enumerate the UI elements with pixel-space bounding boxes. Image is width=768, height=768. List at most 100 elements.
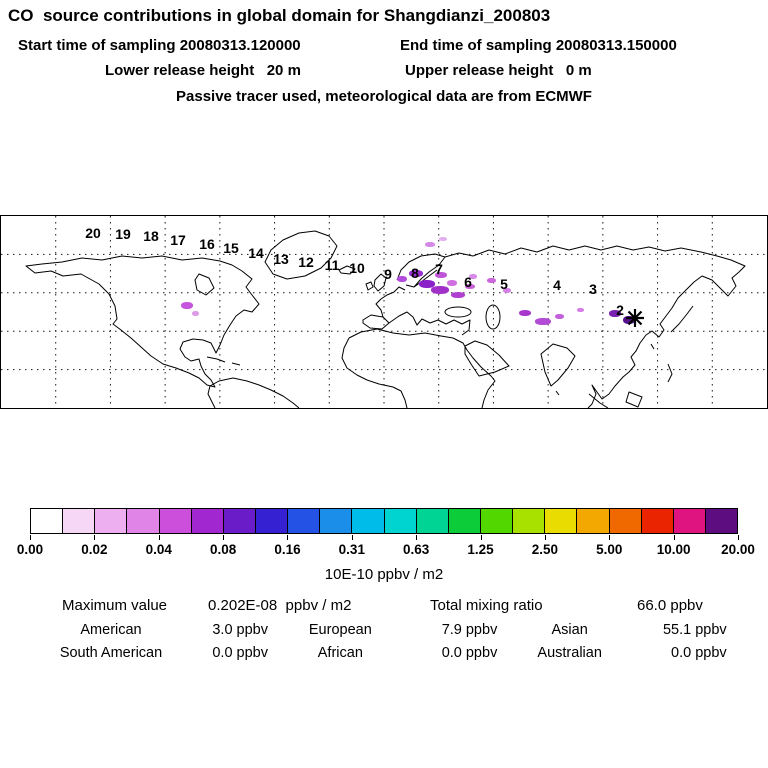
contribution-patch — [435, 272, 447, 278]
contribution-patch — [439, 237, 447, 241]
trajectory-day-label: 20 — [85, 225, 101, 241]
upper-release-text: Upper release height 0 m — [405, 62, 592, 79]
colorbar-segment — [609, 509, 642, 533]
colorbar-tick — [30, 535, 31, 540]
colorbar-tick — [223, 535, 225, 540]
max-value-number: 0.202E-08 ppbv / m2 — [208, 597, 352, 614]
contribution-patch — [431, 286, 449, 294]
trajectory-day-label: 7 — [435, 261, 443, 277]
region-label: European — [308, 622, 372, 638]
region-stat-australian: Australian 0.0 ppbv — [499, 645, 728, 661]
region-value: 7.9 ppbv — [441, 622, 498, 638]
region-label: American — [80, 622, 142, 638]
contribution-patch — [623, 316, 635, 324]
colorbar-tick-label: 1.25 — [467, 542, 494, 557]
colorbar-tick-label: 0.02 — [81, 542, 108, 557]
figure-title: CO source contributions in global domain… — [8, 6, 551, 25]
tracer-info-text: Passive tracer used, meteorological data… — [176, 88, 592, 105]
trajectory-day-label: 10 — [349, 260, 365, 276]
colorbar-tick-label: 20.00 — [721, 542, 755, 557]
region-stat-european: European 7.9 ppbv — [269, 622, 498, 638]
trajectory-day-label: 5 — [500, 276, 508, 292]
region-label: African — [317, 645, 363, 661]
contribution-patch — [503, 288, 511, 293]
contribution-patch — [609, 310, 621, 317]
colorbar-tick-label: 0.04 — [145, 542, 172, 557]
contribution-patch — [535, 318, 551, 325]
region-value: 0.0 ppbv — [671, 645, 727, 661]
colorbar-tick-label: 0.63 — [403, 542, 430, 557]
colorbar-tick — [158, 535, 160, 540]
coastlines — [25, 230, 746, 408]
colorbar-tick-label: 0.31 — [338, 542, 365, 557]
region-stat-asian: Asian 55.1 ppbv — [499, 622, 728, 638]
summary-stats-row: Maximum value 0.202E-08 ppbv / m2 Total … — [0, 597, 768, 617]
colorbar: 0.00 0.02 0.04 0.08 0.16 0.31 0.63 1.25 2.50 5.00… — [17, 508, 755, 564]
contribution-patch — [409, 270, 423, 277]
total-mixing-ratio-label: Total mixing ratio — [430, 597, 543, 614]
trajectory-day-label: 4 — [553, 277, 561, 293]
region-contributions: American 3.0 ppbv European 7.9 ppbv Asia… — [40, 622, 728, 661]
contribution-patch — [419, 280, 435, 288]
colorbar-tick — [609, 535, 611, 540]
colorbar-segments — [30, 508, 738, 534]
colorbar-segment — [416, 509, 449, 533]
region-label: Australian — [537, 645, 602, 661]
lower-release-text: Lower release height 20 m — [105, 62, 301, 79]
colorbar-tick — [480, 535, 482, 540]
colorbar-tick-label: 0.00 — [16, 542, 44, 557]
colorbar-segment — [288, 509, 321, 533]
colorbar-tick — [738, 535, 739, 540]
colorbar-segment — [545, 509, 578, 533]
colorbar-tick-label: 0.16 — [274, 542, 301, 557]
colorbar-tick-label: 10.00 — [656, 542, 691, 557]
region-stat-american: American 3.0 ppbv — [40, 622, 269, 638]
colorbar-tick — [544, 535, 546, 540]
colorbar-tick — [287, 535, 289, 540]
contribution-patch — [447, 280, 457, 286]
colorbar-segment — [480, 509, 514, 533]
contribution-patch — [451, 292, 465, 298]
colorbar-segment — [223, 509, 256, 533]
trajectory-day-label: 16 — [199, 236, 215, 252]
region-value: 55.1 ppbv — [662, 622, 727, 638]
colorbar-tick — [416, 535, 418, 540]
region-label: South American — [59, 645, 163, 661]
region-value: 0.0 ppbv — [212, 645, 268, 661]
contribution-patch — [192, 311, 199, 316]
colorbar-segment — [320, 509, 353, 533]
colorbar-segment — [63, 509, 96, 533]
contribution-patch — [469, 274, 477, 279]
colorbar-tick-label: 5.00 — [596, 542, 623, 557]
total-mixing-ratio-value: 66.0 ppbv — [637, 597, 703, 614]
colorbar-segment — [95, 509, 128, 533]
colorbar-segment — [352, 509, 385, 533]
colorbar-segment — [31, 509, 64, 533]
max-value-label: Maximum value — [62, 597, 168, 614]
station-marker-icon — [626, 309, 644, 327]
contribution-patch — [519, 310, 531, 316]
trajectory-day-label: 17 — [170, 232, 186, 248]
trajectory-day-label: 9 — [384, 266, 392, 282]
colorbar-segment — [255, 509, 289, 533]
end-time-text: End time of sampling 20080313.150000 — [400, 37, 677, 54]
region-stat-african: African 0.0 ppbv — [269, 645, 498, 661]
trajectory-day-label: 15 — [223, 240, 239, 256]
colorbar-segment — [641, 509, 674, 533]
colorbar-segment — [577, 509, 610, 533]
colorbar-segment — [127, 509, 160, 533]
trajectory-day-label: 13 — [273, 251, 289, 267]
contribution-patch — [577, 308, 584, 312]
trajectory-day-label: 6 — [464, 274, 472, 290]
trajectory-day-label: 12 — [298, 254, 314, 270]
colorbar-tick — [351, 535, 353, 540]
colorbar-tick-label: 2.50 — [531, 542, 559, 557]
colorbar-segment — [384, 509, 417, 533]
trajectory-day-label: 2 — [616, 302, 624, 318]
contribution-patch — [555, 314, 564, 319]
colorbar-segment — [513, 509, 546, 533]
trajectory-day-label: 19 — [115, 226, 131, 242]
trajectory-label-layer: 20 19 18 17 16 15 14 13 12 11 10 9 8 7 6 5 4 3 2 — [1, 216, 767, 408]
world-map: 20 19 18 17 16 15 14 13 12 11 10 9 8 7 6 5 4 3 2 — [0, 215, 768, 409]
